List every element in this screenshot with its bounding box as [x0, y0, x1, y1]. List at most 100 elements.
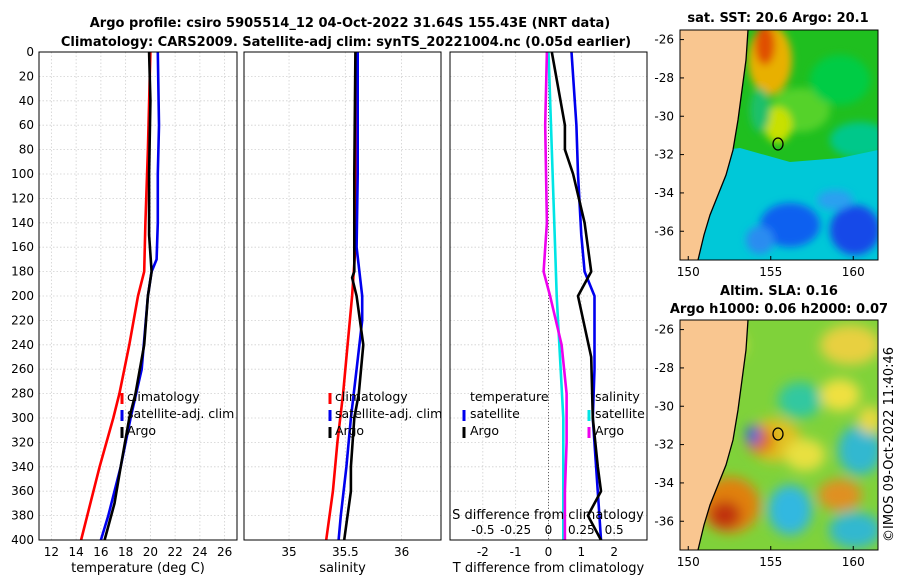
series-line-t-satellite: [570, 51, 603, 541]
map-y-tick-label: -34: [654, 476, 674, 490]
x-tick-label: -2: [477, 545, 489, 559]
map-x-tick-label: 150: [677, 555, 700, 569]
legend-label: satellite-adj. clim: [127, 406, 234, 421]
sst-map-title: sat. SST: 20.6 Argo: 20.1: [687, 11, 868, 26]
s-tick-label: 0.5: [605, 523, 624, 537]
map-y-tick-label: -30: [654, 399, 674, 413]
legend-label: climatology: [127, 389, 200, 404]
x-tick-label: 1: [578, 545, 586, 559]
sla-map-title-2: Argo h1000: 0.06 h2000: 0.07: [670, 302, 888, 317]
map-x-tick-label: 160: [842, 555, 865, 569]
y-tick-label: 120: [11, 191, 34, 205]
y-tick-label: 240: [11, 338, 34, 352]
x-tick-label: 35: [281, 545, 296, 559]
legend-label: Argo: [127, 423, 156, 438]
s-tick-label: 0: [545, 523, 553, 537]
sst-map-frame: [679, 29, 879, 261]
x-axis-label: temperature (deg C): [71, 561, 205, 576]
y-tick-label: 400: [11, 533, 34, 547]
sst-land: [680, 30, 748, 260]
y-tick-label: 20: [19, 69, 34, 83]
x-tick-label: 36: [394, 545, 409, 559]
legend-label: satellite: [595, 406, 645, 421]
copyright-text: ©IMOS 09-Oct-2022 11:40:46: [882, 347, 897, 542]
y-tick-label: 180: [11, 265, 34, 279]
x-tick-label: 18: [118, 545, 133, 559]
legend-label: salinity: [595, 389, 640, 404]
y-tick-label: 380: [11, 509, 34, 523]
title-line-2: Climatology: CARS2009. Satellite-adj cli…: [61, 35, 631, 50]
sla-map-title-1: Altim. SLA: 0.16: [720, 284, 838, 299]
map-y-tick-label: -36: [654, 224, 674, 238]
legend-label: satellite-adj. clim: [335, 406, 442, 421]
x-tick-label: 35.5: [332, 545, 359, 559]
y-tick-label: 200: [11, 289, 34, 303]
y-tick-label: 280: [11, 387, 34, 401]
x-tick-label: 26: [217, 545, 232, 559]
series-line-argo: [342, 51, 365, 541]
map-x-tick-label: 150: [677, 265, 700, 279]
y-tick-label: 40: [19, 94, 34, 108]
sla-land: [680, 320, 748, 550]
s-axis-label: S difference from climatology: [452, 508, 644, 523]
y-tick-label: 160: [11, 240, 34, 254]
y-tick-label: 260: [11, 362, 34, 376]
x-tick-label: 0: [545, 545, 553, 559]
x-tick-label: -1: [510, 545, 522, 559]
map-x-tick-label: 155: [759, 265, 782, 279]
plot-frame: [449, 51, 648, 541]
map-y-tick-label: -32: [654, 148, 674, 162]
legend-label: Argo: [595, 423, 624, 438]
sla-argo-marker: [772, 427, 784, 441]
map-y-tick-label: -30: [654, 109, 674, 123]
y-tick-label: 140: [11, 216, 34, 230]
legend-label: temperature: [470, 389, 549, 404]
sla-coastline: [697, 320, 749, 550]
x-tick-label: 2: [610, 545, 618, 559]
y-tick-label: 340: [11, 460, 34, 474]
map-y-tick-label: -28: [654, 71, 674, 85]
y-tick-label: 100: [11, 167, 34, 181]
series-line-t-argo: [550, 51, 603, 541]
sla-map-frame: [679, 319, 879, 551]
map-y-tick-label: -26: [654, 323, 674, 337]
y-tick-label: 300: [11, 411, 34, 425]
series-line-satellite-adj-clim: [337, 52, 364, 541]
sst-argo-marker: [772, 137, 784, 151]
x-tick-label: 12: [44, 545, 59, 559]
x-tick-label: 20: [143, 545, 158, 559]
x-tick-label: 24: [192, 545, 207, 559]
map-x-tick-label: 155: [759, 555, 782, 569]
map-y-tick-label: -34: [654, 186, 674, 200]
map-y-tick-label: -36: [654, 514, 674, 528]
s-tick-label: -0.5: [471, 523, 494, 537]
y-tick-label: 60: [19, 118, 34, 132]
plot-frame: [38, 51, 238, 541]
y-tick-label: 80: [19, 143, 34, 157]
temperature-panel: 12 14 16 18 20 22 24 26020406080100120140160180…: [11, 45, 238, 576]
sla-map: Altim. SLA: 0.16 Argo h1000: 0.06 h2000:…: [654, 284, 888, 569]
s-tick-label: -0.25: [500, 523, 531, 537]
y-tick-label: 360: [11, 484, 34, 498]
sst-coastline: [697, 30, 749, 260]
x-axis-label: salinity: [319, 561, 366, 576]
map-y-tick-label: -32: [654, 438, 674, 452]
x-tick-label: 22: [167, 545, 182, 559]
x-axis-label: T difference from climatology: [452, 561, 645, 576]
sst-sea-cool: [680, 148, 878, 260]
plot-frame: [243, 51, 442, 541]
legend-label: Argo: [470, 423, 499, 438]
series-line-climatology: [79, 51, 152, 541]
series-line-s-argo: [542, 51, 568, 540]
legend-label: Argo: [335, 423, 364, 438]
y-tick-label: 0: [26, 45, 34, 59]
legend-label: climatology: [335, 389, 408, 404]
map-y-tick-label: -28: [654, 361, 674, 375]
x-tick-label: 16: [93, 545, 108, 559]
salinity-panel: 35 35.5 36 salinity climatology satellite-adj…: [243, 51, 442, 576]
difference-panel: -2 -1 0 1 2 T difference from climatology temp…: [449, 51, 648, 576]
legend-label: satellite: [470, 406, 520, 421]
x-tick-label: 14: [68, 545, 83, 559]
map-x-tick-label: 160: [842, 265, 865, 279]
series-line-argo: [103, 51, 153, 541]
